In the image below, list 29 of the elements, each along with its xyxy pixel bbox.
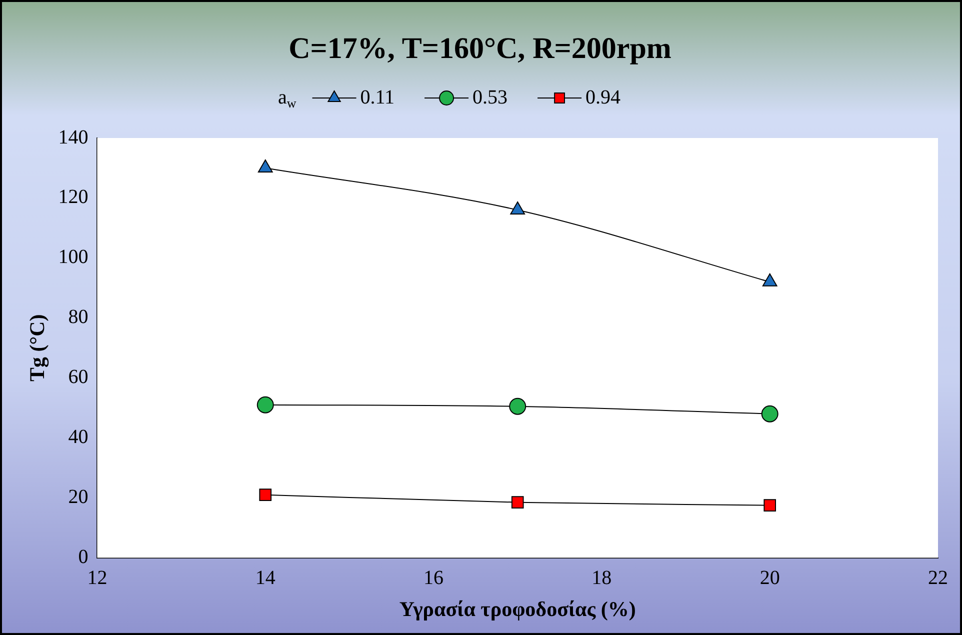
- point: [762, 273, 778, 286]
- x-tick-label: 14: [255, 567, 276, 590]
- y-tick-label: 100: [58, 246, 88, 268]
- legend-label: 0.94: [586, 86, 621, 108]
- point: [511, 496, 524, 508]
- y-tick-label: 120: [58, 186, 88, 208]
- y-tick-label: 60: [68, 366, 88, 388]
- point: [259, 488, 272, 501]
- legend-label: 0.53: [472, 86, 508, 108]
- point: [256, 396, 274, 414]
- point: [761, 405, 778, 422]
- y-tick-label: 20: [68, 486, 88, 508]
- chart-title: C=17%, T=160°C, R=200rpm: [288, 32, 672, 65]
- y-tick-label: 140: [58, 126, 88, 148]
- point: [510, 201, 526, 214]
- x-tick-label: 20: [760, 567, 780, 590]
- legend-label: 0.11: [360, 86, 395, 108]
- point: [764, 499, 776, 512]
- y-tick-label: 80: [68, 306, 88, 328]
- x-tick-label: 22: [928, 567, 948, 590]
- y-axis-title: Tg (°C): [25, 314, 50, 382]
- y-tick-label: 0: [78, 546, 88, 568]
- x-tick-label: 16: [424, 567, 444, 590]
- point: [258, 159, 273, 172]
- x-tick-label: 18: [592, 567, 612, 590]
- x-axis-title: Υγρασία τροφοδοσίας (%): [399, 596, 636, 621]
- y-tick-label: 40: [68, 426, 88, 448]
- x-tick-label: 12: [87, 567, 108, 590]
- point: [509, 398, 526, 415]
